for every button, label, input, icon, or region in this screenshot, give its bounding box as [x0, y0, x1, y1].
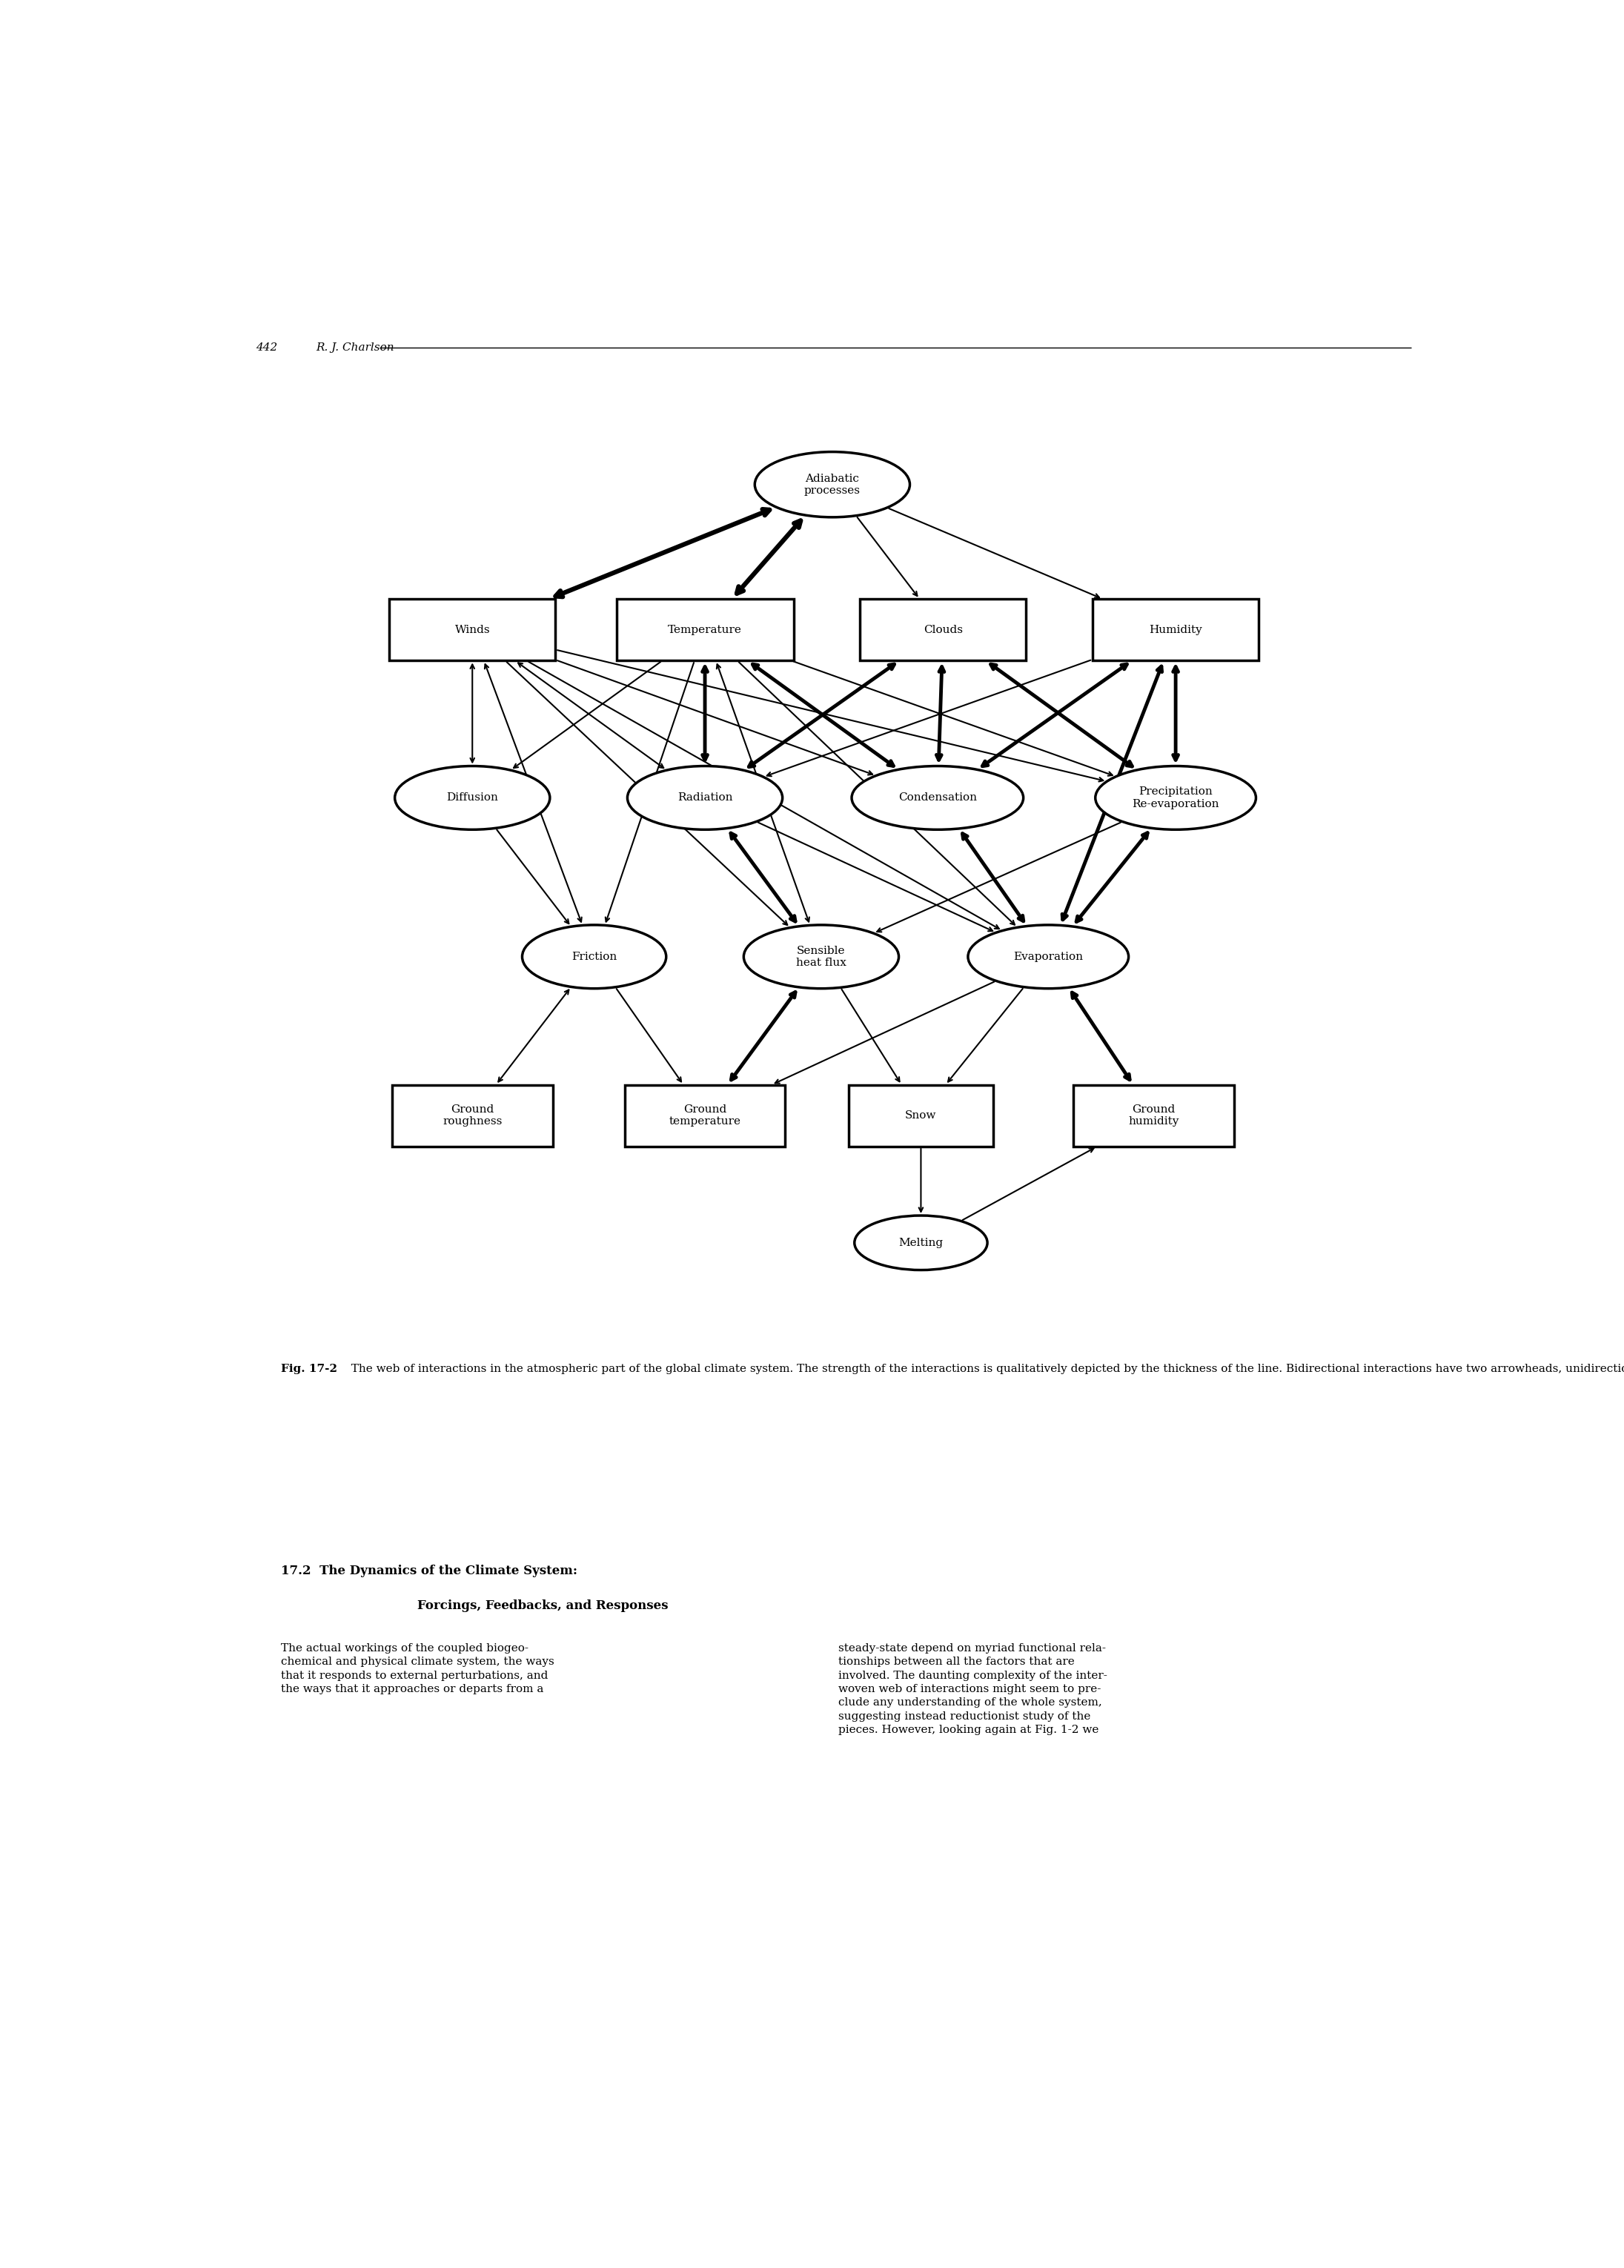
Text: Winds: Winds: [455, 624, 490, 635]
Ellipse shape: [755, 451, 909, 517]
Text: Snow: Snow: [905, 1111, 937, 1120]
FancyBboxPatch shape: [391, 1084, 552, 1148]
Text: 442: 442: [257, 342, 278, 352]
Ellipse shape: [851, 767, 1023, 830]
Ellipse shape: [523, 925, 666, 989]
Text: Evaporation: Evaporation: [1013, 953, 1083, 962]
Text: Temperature: Temperature: [667, 624, 742, 635]
Text: Forcings, Feedbacks, and Responses: Forcings, Feedbacks, and Responses: [417, 1599, 667, 1613]
Text: Melting: Melting: [898, 1238, 944, 1247]
Text: Fig. 17-2: Fig. 17-2: [281, 1363, 338, 1374]
Text: Radiation: Radiation: [677, 792, 732, 803]
Text: Adiabatic
processes: Adiabatic processes: [804, 474, 861, 497]
FancyBboxPatch shape: [861, 599, 1026, 660]
Ellipse shape: [627, 767, 783, 830]
FancyBboxPatch shape: [617, 599, 794, 660]
FancyBboxPatch shape: [1093, 599, 1259, 660]
Text: The actual workings of the coupled biogeo-
chemical and physical climate system,: The actual workings of the coupled bioge…: [281, 1642, 554, 1694]
Ellipse shape: [968, 925, 1129, 989]
Text: The web of interactions in the atmospheric part of the global climate system. Th: The web of interactions in the atmospher…: [344, 1363, 1624, 1374]
Text: Friction: Friction: [572, 953, 617, 962]
FancyBboxPatch shape: [390, 599, 555, 660]
Text: steady-state depend on myriad functional rela-
tionships between all the factors: steady-state depend on myriad functional…: [838, 1642, 1108, 1735]
Text: Precipitation
Re-evaporation: Precipitation Re-evaporation: [1132, 787, 1220, 810]
Ellipse shape: [744, 925, 898, 989]
Ellipse shape: [395, 767, 551, 830]
FancyBboxPatch shape: [625, 1084, 786, 1148]
Text: Ground
temperature: Ground temperature: [669, 1105, 741, 1127]
Text: Clouds: Clouds: [924, 624, 963, 635]
Text: Diffusion: Diffusion: [447, 792, 499, 803]
Ellipse shape: [854, 1216, 987, 1270]
FancyBboxPatch shape: [849, 1084, 992, 1148]
Text: Humidity: Humidity: [1150, 624, 1202, 635]
FancyBboxPatch shape: [1073, 1084, 1234, 1148]
Text: Ground
roughness: Ground roughness: [443, 1105, 502, 1127]
Text: R. J. Charlson: R. J. Charlson: [317, 342, 395, 352]
Ellipse shape: [1095, 767, 1255, 830]
Text: Sensible
heat flux: Sensible heat flux: [796, 946, 846, 968]
Text: 17.2  The Dynamics of the Climate System:: 17.2 The Dynamics of the Climate System:: [281, 1565, 578, 1576]
Text: Ground
humidity: Ground humidity: [1129, 1105, 1179, 1127]
Text: Condensation: Condensation: [898, 792, 976, 803]
